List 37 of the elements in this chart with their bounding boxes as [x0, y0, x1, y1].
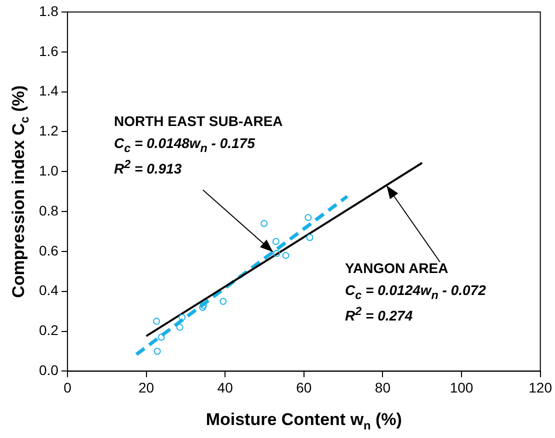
annotation: NORTH EAST SUB-AREA — [114, 112, 283, 130]
point — [282, 252, 290, 259]
point — [272, 238, 280, 245]
y-tick-label: 0.8 — [38, 202, 59, 218]
point — [306, 234, 314, 241]
y-tick-label: 0.0 — [38, 362, 59, 378]
y-tick-label: 1.0 — [38, 162, 59, 179]
point — [158, 334, 165, 341]
point — [200, 302, 207, 309]
x-tick-label: 100 — [450, 379, 474, 396]
y-tick-label: 1.6 — [38, 42, 59, 59]
y-axis-title: Compression index Cc (%) — [9, 85, 32, 298]
y-tick-label: 1.8 — [38, 2, 59, 19]
y-tick-label: 1.2 — [38, 122, 59, 139]
point — [153, 318, 160, 325]
point — [273, 250, 280, 257]
annotation: R$^{2}$ = 0.274 — [345, 304, 413, 325]
annotation: YANGON AREA — [345, 259, 448, 277]
y-tick-label: 0.6 — [38, 242, 59, 258]
y-tick-label: 0.2 — [38, 322, 59, 338]
x-tick-label: 60 — [296, 379, 312, 396]
annotation: C$_{c}$ = 0.0148w$_{n}$ - 0.175 — [114, 134, 255, 157]
y-tick-label: 1.4 — [38, 82, 59, 99]
point — [304, 214, 312, 222]
point — [178, 314, 186, 321]
x-tick-label: 120 — [528, 379, 552, 396]
point — [260, 220, 268, 228]
annotation: R$^{2}$ = 0.913 — [114, 157, 182, 178]
point — [154, 348, 161, 355]
x-tick-label: 0 — [64, 379, 72, 396]
x-tick-label: 80 — [374, 379, 391, 396]
x-tick-label: 20 — [138, 379, 154, 396]
point — [176, 324, 184, 331]
x-tick-label: 40 — [217, 379, 234, 396]
point — [220, 298, 227, 305]
annotation: C$_{c}$ = 0.0124w$_{n}$ - 0.072 — [345, 281, 486, 304]
y-tick-label: 0.4 — [38, 282, 59, 298]
